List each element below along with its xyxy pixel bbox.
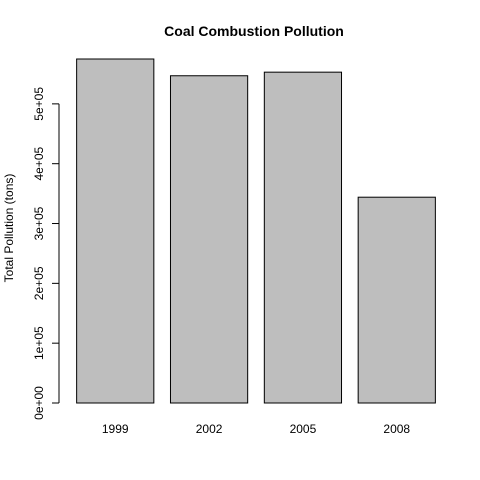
y-tick-label: 0e+00 [32,386,46,420]
x-tick-label-2002: 2002 [196,422,223,436]
x-tick-label-2008: 2008 [383,422,410,436]
y-tick-label: 3e+05 [32,206,46,240]
x-tick-labels: 1999 2002 2005 2008 [102,422,411,436]
y-tick-label: 5e+05 [32,87,46,121]
bar-2002 [169,75,249,404]
x-tick-label-2005: 2005 [290,422,317,436]
y-axis-label: Total Pollution (tons) [2,174,16,283]
y-tick-label: 1e+05 [32,326,46,360]
y-tick-label: 4e+05 [32,147,46,181]
chart-title: Coal Combustion Pollution [164,23,344,39]
bar-2008 [357,196,436,404]
y-tick-label: 2e+05 [32,266,46,300]
bar-2005 [263,71,343,404]
bars-group [76,58,436,404]
bar-1999 [76,58,155,404]
y-axis: 0e+00 1e+05 2e+05 3e+05 4e+05 5e+05 [32,87,60,420]
x-tick-label-1999: 1999 [102,422,129,436]
